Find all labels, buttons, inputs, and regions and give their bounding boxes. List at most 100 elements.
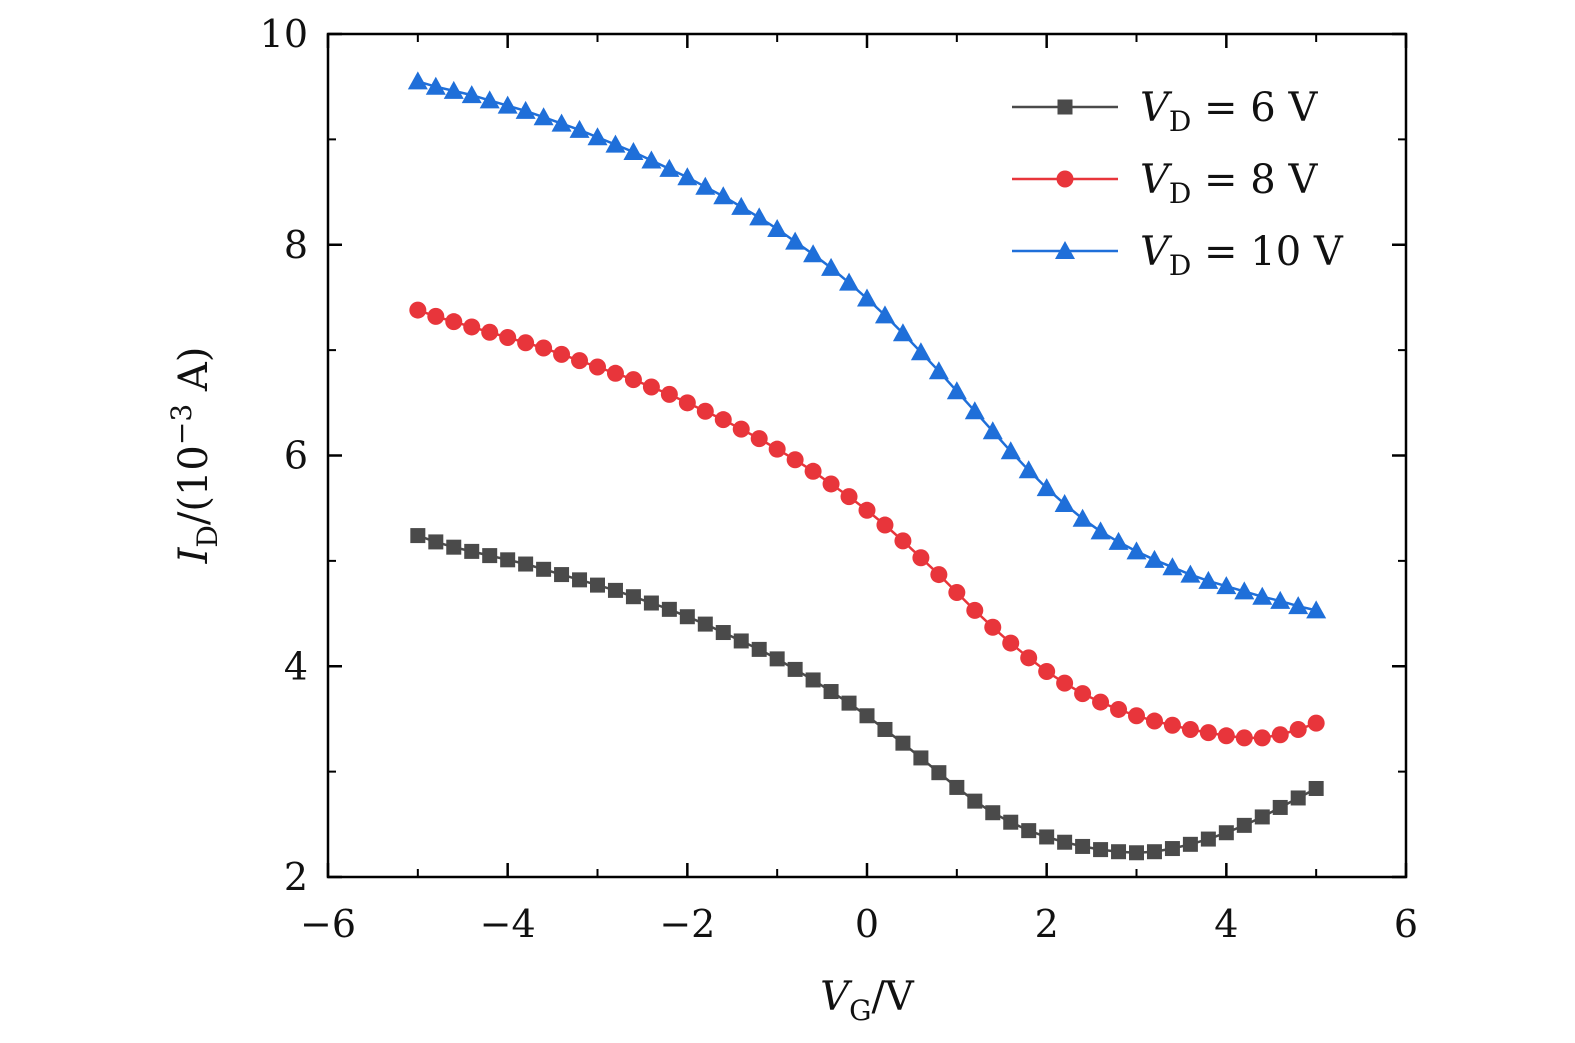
data-point xyxy=(553,345,571,363)
data-point xyxy=(481,323,499,341)
data-point xyxy=(787,661,803,677)
data-point xyxy=(1002,634,1020,652)
data-point xyxy=(607,582,623,598)
y-tick-label: 10 xyxy=(260,12,308,56)
data-point xyxy=(1252,586,1273,605)
data-point xyxy=(874,305,895,324)
data-point xyxy=(518,556,534,572)
data-point xyxy=(1111,844,1127,860)
data-point xyxy=(1217,727,1235,745)
data-point xyxy=(804,462,822,480)
data-point xyxy=(571,352,589,370)
y-tick-label: 4 xyxy=(284,644,308,688)
data-point xyxy=(427,307,445,325)
data-point xyxy=(1144,549,1165,568)
data-point xyxy=(497,95,518,114)
data-point xyxy=(750,430,768,448)
data-point xyxy=(1270,590,1291,609)
data-point xyxy=(964,401,985,420)
data-point xyxy=(892,323,913,342)
data-point xyxy=(1289,720,1307,738)
data-point xyxy=(732,420,750,438)
data-point xyxy=(984,618,1002,636)
data-point xyxy=(1000,441,1021,460)
data-point xyxy=(443,80,464,99)
data-point xyxy=(805,672,821,688)
data-point xyxy=(1272,799,1288,815)
data-point xyxy=(1306,600,1327,619)
y-tick-label: 2 xyxy=(284,855,308,899)
data-point xyxy=(1110,700,1128,718)
data-point xyxy=(569,119,590,138)
data-point xyxy=(1021,823,1037,839)
data-point xyxy=(500,552,516,568)
data-point xyxy=(767,218,788,237)
data-point xyxy=(1234,581,1255,600)
data-point xyxy=(1199,724,1217,742)
data-point xyxy=(1090,521,1111,540)
x-tick-label: 2 xyxy=(1035,902,1059,946)
data-point xyxy=(876,516,894,534)
data-point xyxy=(931,765,947,781)
series-3 xyxy=(407,71,1327,619)
data-point xyxy=(446,539,462,555)
data-point xyxy=(660,385,678,403)
data-point xyxy=(785,231,806,250)
data-point xyxy=(517,334,535,352)
data-point xyxy=(715,625,731,641)
data-point xyxy=(589,358,606,376)
legend-label: VD = 8 V xyxy=(1140,157,1318,210)
data-point xyxy=(1164,841,1180,857)
data-point xyxy=(1163,716,1181,734)
data-point xyxy=(697,616,713,632)
data-point xyxy=(714,411,732,429)
legend-item: VD = 6 V xyxy=(1012,85,1318,138)
data-point xyxy=(840,488,858,506)
data-point xyxy=(551,113,572,132)
data-point xyxy=(751,641,767,657)
data-point xyxy=(464,543,480,559)
data-point xyxy=(535,339,553,357)
data-point xyxy=(1146,844,1162,860)
data-point xyxy=(769,651,785,667)
data-point xyxy=(928,361,949,380)
data-point xyxy=(536,561,552,577)
data-point xyxy=(966,601,984,619)
x-tick-label: −4 xyxy=(480,902,536,946)
data-point xyxy=(913,750,929,766)
data-point xyxy=(1056,674,1074,692)
data-point xyxy=(912,549,930,567)
data-point xyxy=(1180,564,1201,583)
data-point xyxy=(1093,842,1109,858)
data-point xyxy=(749,207,770,226)
data-point xyxy=(1236,817,1252,833)
data-point xyxy=(659,158,680,177)
data-point xyxy=(1162,557,1183,576)
data-point xyxy=(1271,726,1289,744)
data-point xyxy=(1075,838,1091,854)
legend: VD = 6 V VD = 8 V VD = 10 V xyxy=(1012,85,1344,282)
data-point xyxy=(786,451,804,469)
data-point xyxy=(1054,493,1075,512)
data-point xyxy=(554,567,570,583)
legend-marker xyxy=(1055,241,1075,259)
x-axis-label: VG/V xyxy=(820,974,915,1027)
data-point xyxy=(677,167,698,186)
series-layer xyxy=(407,71,1327,861)
x-tick-label: 0 xyxy=(855,902,879,946)
data-point xyxy=(605,134,626,153)
data-point xyxy=(425,76,446,95)
data-point xyxy=(695,176,716,195)
data-point xyxy=(1307,714,1325,732)
data-point xyxy=(661,601,677,617)
legend-item: VD = 10 V xyxy=(1012,229,1344,282)
data-point xyxy=(499,328,517,346)
legend-label: VD = 6 V xyxy=(1140,85,1318,138)
data-point xyxy=(678,394,696,412)
data-point xyxy=(930,566,948,584)
data-point xyxy=(949,779,965,795)
data-point xyxy=(479,90,500,109)
data-point xyxy=(515,100,536,119)
legend-marker xyxy=(1056,170,1074,188)
